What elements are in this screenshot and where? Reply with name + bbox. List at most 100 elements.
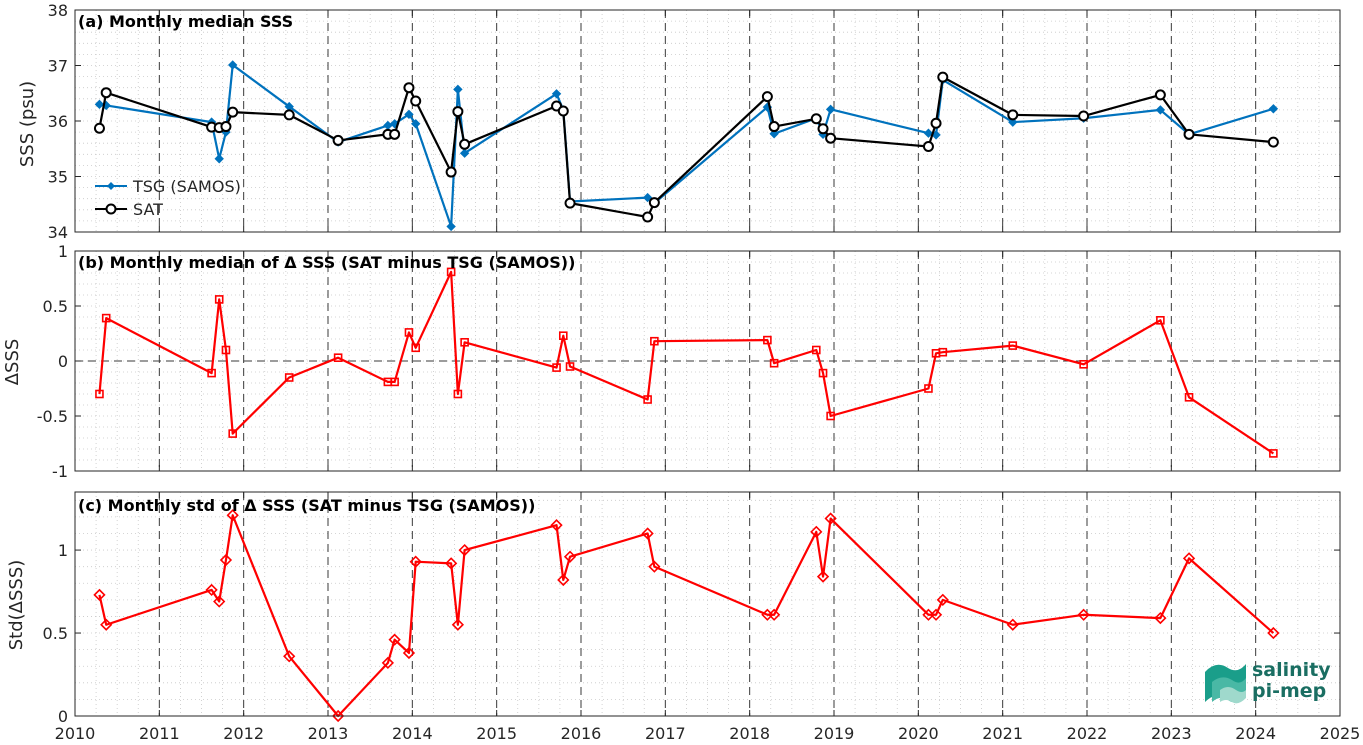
data-point-a-1-9 <box>389 128 401 140</box>
data-point-b-0-11 <box>411 343 421 353</box>
data-point-b-0-18 <box>643 395 652 404</box>
data-point-a-1-13 <box>452 106 464 118</box>
data-point-c-0-11 <box>409 555 422 568</box>
y-tick-label: 0 <box>58 352 68 371</box>
data-point-a-0-13 <box>453 84 463 95</box>
data-point-a-0-21 <box>769 129 779 139</box>
x-tick-label: 2018 <box>729 724 770 743</box>
y-tick-label: 1 <box>58 541 68 560</box>
data-point-c-0-1 <box>100 618 113 631</box>
data-point-b-0-27 <box>938 347 948 357</box>
data-point-c-0-16 <box>557 573 570 587</box>
data-point-c-0-7 <box>331 709 345 723</box>
y-tick-label: 38 <box>48 1 68 20</box>
data-point-b-0-24 <box>826 411 835 421</box>
data-point-b-0-5 <box>228 429 238 438</box>
data-point-c-0-3 <box>213 595 226 608</box>
data-point-c-0-10 <box>402 646 416 660</box>
data-point-c-0-23 <box>816 570 830 583</box>
data-point-b-0-7 <box>333 353 343 363</box>
x-tick-label: 2015 <box>476 724 517 743</box>
data-point-b-0-12 <box>446 267 456 277</box>
panel-c-title: (c) Monthly std of Δ SSS (SAT minus TSG … <box>78 496 535 515</box>
data-point-a-1-4 <box>220 121 232 133</box>
y-tick-label: 0 <box>58 707 68 726</box>
data-point-a-1-10 <box>403 82 415 94</box>
data-point-a-0-3 <box>214 154 224 164</box>
data-point-c-0-6 <box>283 650 296 663</box>
data-point-a-0-30 <box>1155 105 1166 115</box>
data-point-a-0-32 <box>1268 104 1279 114</box>
data-point-a-1-22 <box>810 113 822 125</box>
panel-c-y-axis-label: Std(ΔSSS) <box>6 560 27 651</box>
data-point-c-0-15 <box>550 519 563 532</box>
data-point-c-0-5 <box>226 509 239 522</box>
data-point-b-0-13 <box>453 389 463 399</box>
data-point-c-0-17 <box>563 550 577 563</box>
axes-frame <box>74 491 1341 717</box>
data-point-c-0-31 <box>1182 552 1196 565</box>
x-tick-label: 2022 <box>1067 724 1108 743</box>
logo-line1: salinity <box>1252 659 1331 681</box>
data-point-c-0-0 <box>93 588 106 602</box>
data-point-a-1-19 <box>648 197 660 209</box>
panel-b-series <box>95 267 1278 458</box>
panel-c-grid <box>75 492 1340 717</box>
data-point-b-0-9 <box>390 377 399 387</box>
data-point-a-1-31 <box>1183 128 1195 140</box>
data-point-c-0-13 <box>451 618 465 631</box>
panel-b-grid <box>75 250 1340 472</box>
data-point-a-1-14 <box>459 138 471 150</box>
y-tick-label: 36 <box>48 112 68 131</box>
data-point-a-0-10 <box>404 109 414 120</box>
data-point-c-0-27 <box>936 593 949 606</box>
data-point-a-1-32 <box>1267 136 1279 148</box>
data-point-c-0-29 <box>1077 608 1090 621</box>
data-point-b-0-4 <box>221 345 231 355</box>
x-tick-label: 2024 <box>1235 724 1276 743</box>
data-point-c-0-32 <box>1267 626 1280 640</box>
data-point-c-0-28 <box>1006 618 1019 631</box>
x-tick-label: 2013 <box>308 724 349 743</box>
y-tick-label: 0.5 <box>43 297 68 316</box>
x-tick-label: 2010 <box>55 724 96 743</box>
data-point-b-0-2 <box>207 368 216 378</box>
panel-c-monthly-std-delta-sss: 2010 2011 2012 2013 2014 2015 2016 2017 2018 2019… <box>6 491 1360 743</box>
logo-line2: pi-mep <box>1252 680 1326 702</box>
data-point-a-1-29 <box>1078 110 1090 122</box>
data-point-b-0-10 <box>404 328 414 337</box>
data-point-b-0-29 <box>1079 359 1088 369</box>
data-point-b-0-17 <box>565 362 575 371</box>
salinity-pi-mep-logo: salinity pi-mep <box>1205 659 1331 704</box>
panel-a-monthly-median-sss: 34 35 36 37 38 (a) Monthly median SSS SSS (ps… <box>17 1 1341 242</box>
x-tick-label: 2023 <box>1151 724 1192 743</box>
data-point-c-0-14 <box>458 543 471 557</box>
data-point-c-0-12 <box>444 557 458 570</box>
data-point-a-0-15 <box>551 89 562 99</box>
panel-c-axes: 2010 2011 2012 2013 2014 2015 2016 2017 2018 2019… <box>43 491 1360 743</box>
panel-a-grid <box>75 9 1340 233</box>
y-tick-label: -0.5 <box>37 407 68 426</box>
panel-a-legend: TSG (SAMOS) SAT <box>95 177 241 219</box>
data-point-b-0-21 <box>769 358 779 368</box>
x-tick-label: 2017 <box>645 724 686 743</box>
data-point-b-0-22 <box>811 345 821 355</box>
data-point-c-0-8 <box>381 656 395 670</box>
x-tick-label: 2021 <box>982 724 1023 743</box>
data-point-a-0-14 <box>459 148 470 158</box>
data-point-b-0-20 <box>763 335 772 345</box>
x-tick-label: 2012 <box>223 724 264 743</box>
data-point-a-1-17 <box>564 197 576 209</box>
panel-b-y-axis-label: ΔSSS <box>2 339 23 386</box>
data-point-a-1-27 <box>937 71 949 83</box>
data-point-c-0-26 <box>929 608 943 621</box>
y-tick-label: 37 <box>48 57 68 76</box>
series-line-c-0 <box>98 514 1275 718</box>
panel-a-y-axis-label: SSS (psu) <box>17 81 38 167</box>
data-point-a-0-25 <box>923 128 934 138</box>
data-point-a-0-24 <box>825 104 836 115</box>
data-point-b-0-0 <box>95 389 104 399</box>
data-point-c-0-30 <box>1154 611 1167 625</box>
data-point-b-0-32 <box>1269 449 1278 458</box>
